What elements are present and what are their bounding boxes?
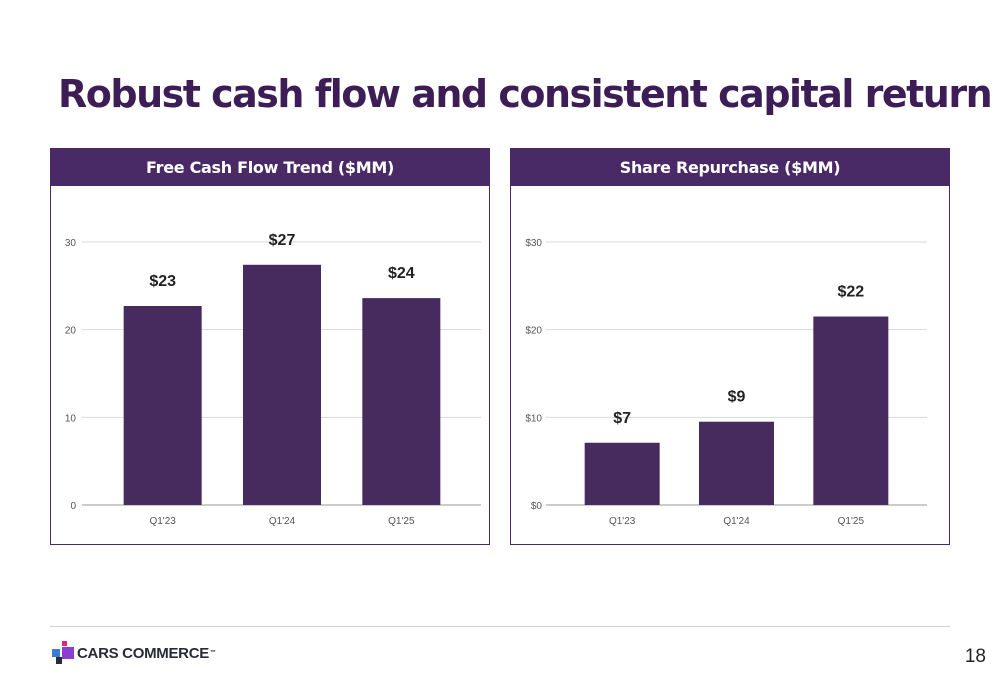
y-tick-label: $30 bbox=[525, 238, 542, 249]
footer-divider bbox=[50, 626, 950, 627]
x-tick-label: Q1'25 bbox=[838, 516, 865, 527]
y-tick-label: 0 bbox=[70, 501, 76, 512]
share-repurchase-chart-title: Share Repurchase ($MM) bbox=[511, 149, 949, 186]
y-tick-label: $20 bbox=[525, 326, 542, 337]
bar-1 bbox=[123, 305, 202, 505]
bar-3 bbox=[362, 298, 441, 505]
data-label: $7 bbox=[613, 410, 631, 427]
free-cash-flow-chart-title: Free Cash Flow Trend ($MM) bbox=[51, 149, 489, 186]
x-tick-label: Q1'23 bbox=[609, 516, 636, 527]
y-tick-label: 10 bbox=[65, 413, 77, 424]
y-tick-label: $10 bbox=[525, 413, 542, 424]
x-tick-label: Q1'25 bbox=[388, 516, 415, 527]
data-label: $27 bbox=[269, 232, 296, 249]
bar-2 bbox=[243, 264, 321, 505]
slide-title: Robust cash flow and consistent capital … bbox=[58, 72, 993, 116]
y-tick-label: $0 bbox=[531, 501, 543, 512]
data-label: $23 bbox=[149, 273, 176, 290]
bar-3 bbox=[813, 316, 889, 505]
page-number: 18 bbox=[964, 646, 986, 667]
logo-text: CARS COMMERCE bbox=[77, 644, 209, 662]
free-cash-flow-panel: Free Cash Flow Trend ($MM) 0 10 20 30 $23 Q1'… bbox=[50, 148, 490, 545]
y-tick-label: 20 bbox=[65, 326, 77, 337]
x-tick-label: Q1'24 bbox=[269, 516, 296, 527]
logo-mark-icon bbox=[52, 641, 74, 665]
free-cash-flow-chart: 0 10 20 30 $23 Q1'23 $27 Q1'24 $24 Q1'25 bbox=[65, 232, 481, 527]
x-tick-label: Q1'24 bbox=[723, 516, 750, 527]
data-label: $22 bbox=[837, 284, 864, 301]
share-repurchase-chart: $0 $10 $20 $30 $7 Q1'23 $9 Q1'24 $22 Q1'25 bbox=[525, 238, 927, 527]
x-tick-label: Q1'23 bbox=[149, 516, 176, 527]
y-tick-label: 30 bbox=[65, 238, 77, 249]
share-repurchase-panel: Share Repurchase ($MM) $0 $10 $20 $30 $7 Q1'2… bbox=[510, 148, 950, 545]
bar-1 bbox=[584, 442, 660, 505]
logo-trademark: ™ bbox=[209, 650, 216, 656]
data-label: $24 bbox=[388, 265, 415, 282]
data-label: $9 bbox=[728, 389, 746, 406]
bar-2 bbox=[699, 421, 774, 505]
cars-commerce-logo: CARS COMMERCE ™ bbox=[52, 641, 216, 665]
